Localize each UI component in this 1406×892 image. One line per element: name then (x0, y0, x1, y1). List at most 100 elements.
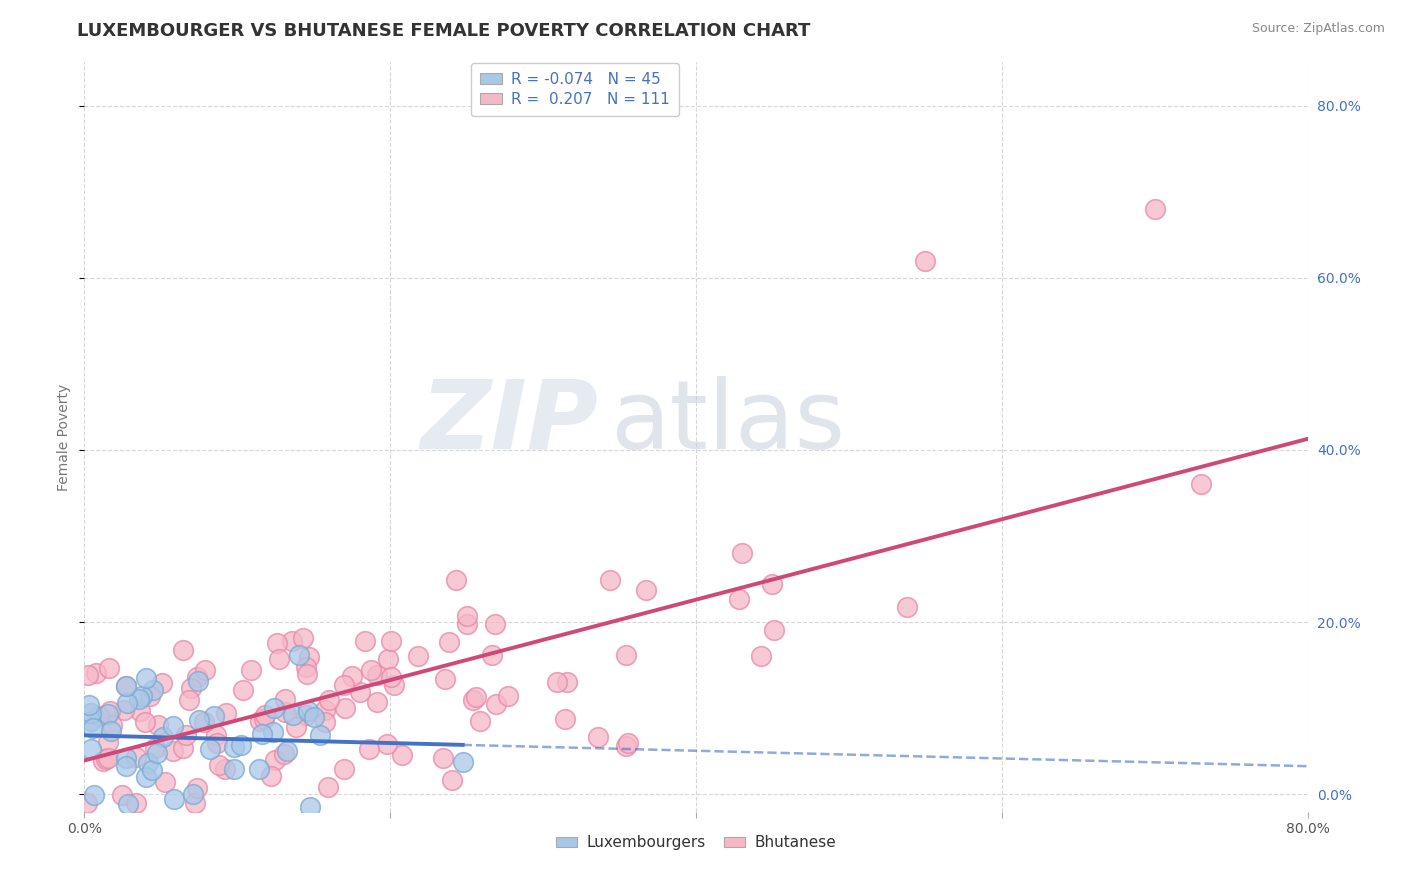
Point (131, 689, 153, 703)
Point (76, 668, 98, 682)
Point (340, 669, 363, 683)
Point (125, 750, 148, 764)
Point (309, 728, 332, 742)
Point (253, 712, 276, 726)
Point (360, 663, 382, 677)
Text: ZIP: ZIP (420, 376, 598, 468)
Point (193, 663, 215, 677)
Point (456, 617, 478, 632)
Point (186, 670, 208, 684)
Point (153, 775, 176, 789)
Point (437, 635, 460, 649)
Point (94, 752, 117, 766)
Point (232, 682, 254, 697)
Point (634, 583, 657, 598)
Point (274, 706, 297, 720)
Point (294, 708, 316, 723)
Point (97, 734, 120, 748)
Point (264, 753, 287, 767)
Point (125, 796, 148, 810)
Point (79, 714, 101, 728)
Point (288, 648, 311, 662)
Point (1189, 477, 1212, 491)
Point (215, 706, 238, 721)
Point (461, 692, 484, 706)
Point (298, 800, 321, 814)
Point (391, 748, 413, 763)
Point (298, 649, 321, 664)
Point (142, 683, 165, 698)
Point (186, 780, 208, 795)
Point (83, 789, 105, 803)
Point (181, 787, 204, 801)
Point (115, 696, 138, 710)
Point (187, 673, 209, 688)
Point (79, 742, 101, 756)
Point (87, 709, 110, 723)
Point (135, 671, 157, 685)
Point (135, 770, 157, 784)
Point (253, 708, 276, 723)
Point (222, 762, 245, 776)
Point (205, 736, 228, 750)
Point (728, 591, 751, 606)
Point (297, 704, 319, 718)
Point (208, 757, 231, 772)
Point (240, 663, 263, 677)
Point (79, 706, 101, 720)
Point (481, 648, 503, 662)
Point (260, 769, 283, 783)
Point (100, 723, 122, 738)
Point (586, 730, 609, 744)
Text: LUXEMBOURGER VS BHUTANESE FEMALE POVERTY CORRELATION CHART: LUXEMBOURGER VS BHUTANESE FEMALE POVERTY… (77, 22, 811, 40)
Point (333, 762, 356, 776)
Point (146, 717, 169, 731)
Point (377, 652, 399, 666)
Point (382, 678, 405, 692)
Point (485, 697, 508, 711)
Point (914, 253, 936, 268)
Point (432, 751, 454, 765)
Point (484, 616, 506, 631)
Point (152, 676, 174, 690)
Legend: Luxembourgers, Bhutanese: Luxembourgers, Bhutanese (550, 830, 842, 856)
Point (129, 704, 152, 718)
Point (318, 693, 340, 707)
Text: Source: ZipAtlas.com: Source: ZipAtlas.com (1251, 22, 1385, 36)
Point (314, 703, 336, 717)
Point (316, 780, 339, 794)
Point (896, 599, 918, 614)
Point (97, 751, 120, 765)
Point (184, 796, 207, 810)
Point (115, 679, 138, 693)
Point (366, 668, 388, 682)
Point (546, 675, 568, 690)
Point (91, 754, 114, 768)
Point (283, 708, 305, 723)
Point (333, 678, 356, 692)
Point (266, 636, 288, 650)
Point (354, 634, 377, 648)
Point (252, 727, 274, 741)
Y-axis label: Female Poverty: Female Poverty (58, 384, 72, 491)
Point (614, 739, 637, 753)
Point (247, 762, 270, 776)
Point (172, 741, 194, 756)
Point (749, 648, 772, 663)
Point (200, 742, 222, 756)
Point (380, 633, 402, 648)
Point (136, 756, 159, 770)
Point (163, 792, 186, 806)
Point (141, 764, 163, 778)
Point (294, 659, 316, 673)
Point (115, 751, 138, 765)
Point (731, 546, 754, 560)
Point (406, 648, 429, 663)
Point (152, 731, 174, 745)
Point (162, 744, 184, 758)
Point (188, 713, 211, 727)
Point (1143, 202, 1166, 216)
Point (249, 714, 271, 729)
Point (97, 707, 120, 722)
Point (281, 634, 304, 648)
